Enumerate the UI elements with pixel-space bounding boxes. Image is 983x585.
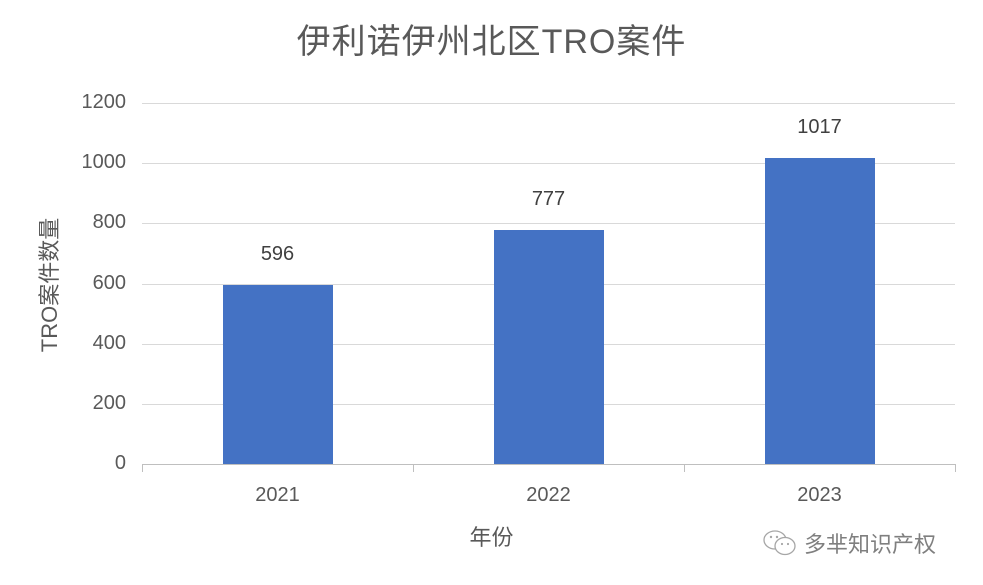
data-label: 1017 — [797, 116, 842, 139]
gridline — [142, 223, 955, 225]
x-tickmark — [684, 464, 685, 472]
y-tick-label: 1200 — [81, 91, 127, 113]
x-axis-label: 年份 — [469, 525, 514, 550]
y-tick-label: 600 — [92, 271, 126, 294]
data-label: 777 — [531, 188, 566, 211]
x-category-label: 2023 — [797, 484, 842, 506]
y-tick-label: 800 — [92, 211, 126, 234]
y-tick-label: 0 — [114, 452, 126, 474]
watermark: 多芈知识产权 — [762, 527, 936, 559]
bar-2023 — [764, 158, 875, 464]
gridline — [142, 163, 955, 165]
y-tick-label: 200 — [92, 391, 126, 414]
x-tickmark — [142, 464, 143, 472]
wechat-icon — [763, 530, 796, 556]
x-category-label: 2022 — [526, 484, 571, 506]
bar-2022 — [493, 230, 604, 464]
chart-title: 伊利诺伊州北区TRO案件 — [296, 23, 687, 61]
y-tick-label: 1000 — [81, 151, 127, 174]
watermark-text: 多芈知识产权 — [804, 532, 937, 557]
x-category-label: 2021 — [255, 484, 300, 506]
x-tickmark — [955, 464, 956, 472]
x-axis-line — [142, 464, 955, 465]
x-tickmark — [413, 464, 414, 472]
gridline — [142, 103, 955, 104]
bar-2021 — [222, 284, 333, 464]
y-tick-label: 400 — [92, 331, 126, 354]
data-label: 596 — [260, 242, 295, 265]
